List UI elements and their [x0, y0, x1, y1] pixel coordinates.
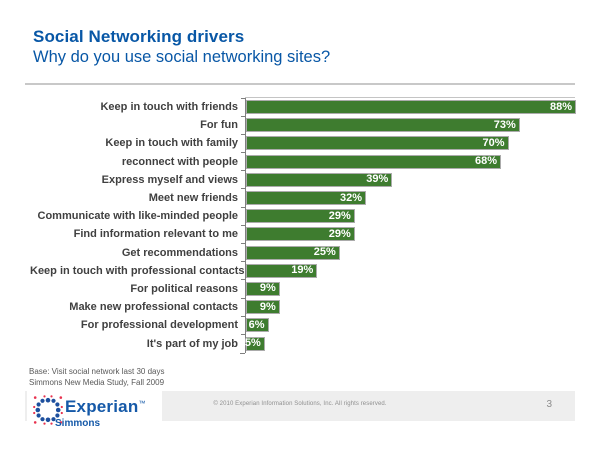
plot-top-border [245, 97, 575, 98]
value-label: 29% [328, 227, 351, 240]
bar-track: 39% [241, 170, 575, 189]
bar: 32% [246, 191, 366, 206]
experian-dots-icon [33, 395, 63, 425]
trademark-symbol: ™ [138, 400, 146, 408]
category-label: Keep in touch with family [105, 137, 238, 150]
chart-row: Find information relevant to me 29% [30, 224, 575, 244]
chart-row: Communicate with like-minded people 29% [30, 206, 575, 226]
bar: 25% [246, 245, 340, 260]
category-label: Make new professional contacts [69, 301, 238, 314]
page-number: 3 [546, 399, 552, 410]
brand-text: Experian [65, 397, 139, 416]
bar: 39% [246, 172, 393, 187]
bar: 9% [246, 300, 280, 315]
category-label: Find information relevant to me [73, 228, 238, 241]
category-label: Communicate with like-minded people [37, 210, 238, 223]
chart-row: Express myself and views 39% [30, 170, 575, 189]
copyright-text: © 2010 Experian Information Solutions, I… [213, 401, 387, 407]
bar: 70% [246, 136, 509, 151]
chart-row: Keep in touch with friends 88% [30, 97, 576, 117]
chart-row: It's part of my job 5% [30, 333, 575, 353]
bar-track: 29% [241, 224, 575, 244]
chart-row: For fun 73% [30, 115, 575, 135]
bar-track: 19% [241, 261, 575, 280]
category-label: Meet new friends [148, 192, 238, 205]
bar-track: 5% [241, 333, 575, 353]
chart-row: reconnect with people 68% [30, 152, 575, 171]
value-label: 32% [339, 191, 362, 204]
value-label: 73% [493, 118, 516, 131]
bar: 19% [246, 263, 318, 278]
category-label: Get recommendations [121, 246, 238, 259]
bar: 9% [246, 281, 280, 296]
category-label: Keep in touch with friends [100, 101, 238, 114]
category-label: Express myself and views [101, 173, 238, 186]
category-label: For political reasons [130, 282, 238, 295]
footnote-line-1: Base: Visit social network last 30 days [29, 367, 165, 376]
value-label: 68% [474, 155, 497, 168]
chart-row: For political reasons 9% [30, 279, 575, 299]
category-label: Keep in touch with professional contacts [30, 264, 245, 277]
chart-row: Keep in touch with professional contacts… [30, 261, 575, 280]
bar: 5% [244, 336, 265, 351]
category-label: For fun [200, 119, 238, 132]
bar: 68% [246, 154, 501, 169]
chart-row: Meet new friends 32% [30, 188, 575, 208]
experian-simmons-logo: Experian™ Simmons [27, 391, 162, 435]
bar-track: 32% [241, 188, 575, 208]
bar: 88% [246, 100, 576, 115]
value-label: 5% [244, 337, 261, 350]
bar-track: 88% [241, 97, 576, 117]
bar-track: 70% [241, 133, 575, 153]
bar-track: 73% [241, 115, 575, 135]
category-label: reconnect with people [121, 155, 238, 168]
bar: 6% [246, 318, 269, 333]
bar-track: 29% [241, 206, 575, 226]
bar-track: 9% [241, 297, 575, 317]
bar-track: 68% [241, 152, 575, 171]
value-label: 19% [291, 264, 314, 277]
category-label: For professional development [80, 319, 238, 332]
value-label: 9% [259, 282, 276, 295]
bar-chart: Keep in touch with friends 88% For fun 73% K… [30, 97, 576, 354]
value-label: 6% [248, 318, 265, 331]
chart-row: Get recommendations 25% [30, 242, 575, 262]
footnote-line-2: Simmons New Media Study, Fall 2009 [29, 378, 165, 387]
category-label: It's part of my job [146, 337, 238, 350]
chart-row: For professional development 6% [30, 315, 575, 335]
header: Social Networking drivers Why do you use… [33, 27, 330, 67]
sub-brand-name: Simmons [55, 418, 101, 429]
bar-track: 25% [241, 242, 575, 262]
header-divider [25, 83, 575, 85]
value-label: 25% [313, 246, 336, 259]
chart-row: Keep in touch with family 70% [30, 133, 575, 153]
value-label: 70% [482, 136, 505, 149]
value-label: 29% [328, 209, 351, 222]
page-title: Social Networking drivers [33, 27, 245, 46]
bar: 29% [246, 227, 355, 242]
brand-name: Experian™ [65, 397, 146, 417]
footnote: Base: Visit social network last 30 days … [29, 366, 164, 388]
page-subtitle: Why do you use social networking sites? [33, 48, 331, 66]
bar: 73% [246, 118, 520, 133]
bar-track: 6% [241, 315, 575, 335]
value-label: 9% [259, 300, 276, 313]
value-label: 88% [549, 100, 572, 113]
bar: 29% [246, 209, 355, 224]
value-label: 39% [366, 173, 389, 186]
bar-track: 9% [241, 279, 575, 299]
chart-row: Make new professional contacts 9% [30, 297, 575, 317]
